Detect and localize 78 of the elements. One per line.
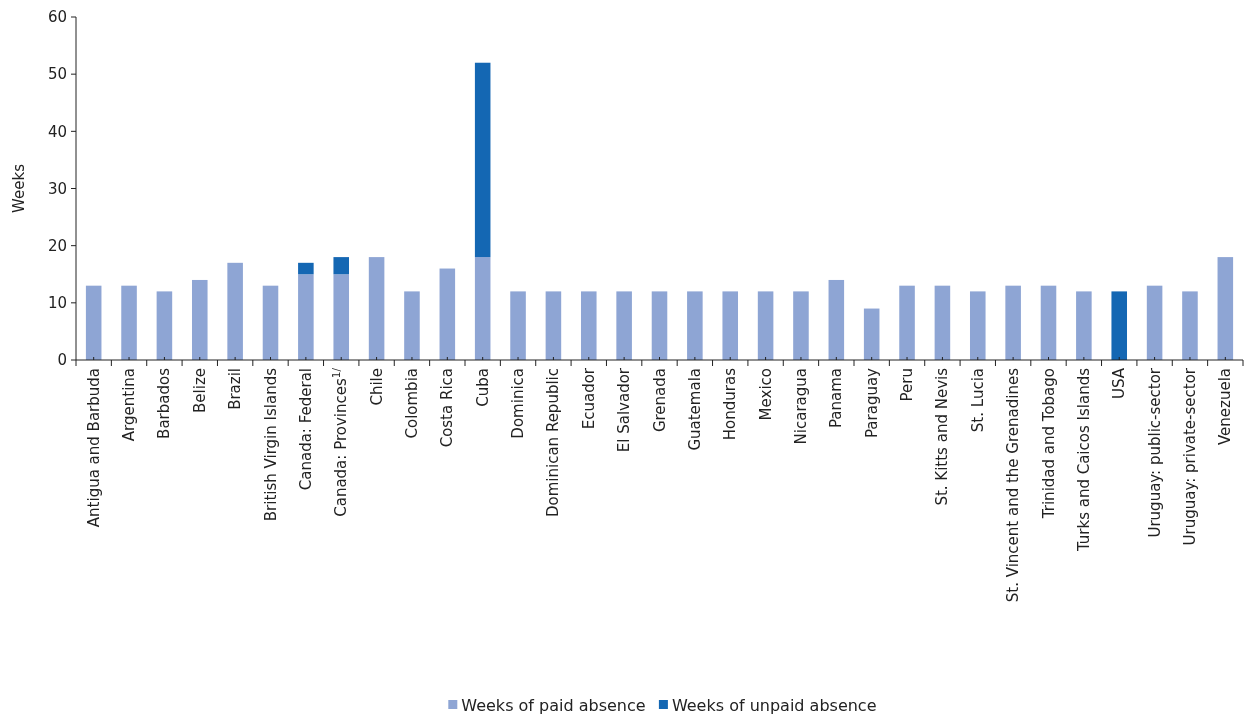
x-tick-label: Argentina (120, 368, 139, 442)
bar (227, 262, 243, 360)
x-tick-label: Uruguay: public-sector (1145, 367, 1164, 538)
x-tick-label: Grenada (650, 368, 669, 433)
bar (368, 257, 385, 360)
bar (298, 274, 314, 360)
y-tick-label: 0 (57, 351, 67, 370)
x-tick-label: Canada: Federal (296, 368, 315, 491)
y-tick-label: 60 (47, 8, 67, 27)
y-tick-label: 40 (47, 122, 67, 141)
bar (262, 285, 279, 360)
bar (1146, 285, 1163, 360)
x-tick-label: Chile (367, 368, 386, 406)
x-tick-label: St. Lucia (968, 368, 987, 433)
bar (1182, 291, 1198, 360)
x-tick-label: Brazil (226, 368, 245, 410)
bar (404, 291, 420, 360)
x-tick-label: Trinidad and Tobago (1039, 368, 1058, 520)
legend-label: Weeks of unpaid absence (671, 695, 877, 715)
legend-label: Weeks of paid absence (461, 695, 646, 715)
bar (474, 257, 491, 360)
bar (156, 291, 173, 360)
x-tick-label: Turks and Caicos Islands (1074, 367, 1093, 553)
x-tick-label: Dominican Republic (544, 368, 563, 518)
x-tick-label: Nicaragua (791, 368, 810, 445)
bar (333, 257, 350, 275)
bar (545, 291, 562, 360)
x-tick-label: Paraguay (862, 367, 881, 439)
x-tick-label: Panama (827, 368, 846, 429)
x-tick-label: Colombia (402, 368, 421, 439)
bar (687, 291, 703, 360)
y-tick-label: 10 (47, 294, 67, 313)
bar (1111, 291, 1128, 360)
bar (1040, 285, 1057, 360)
x-tick-label: Uruguay: private-sector (1180, 367, 1199, 546)
x-tick-label: Barbados (155, 367, 174, 439)
x-tick-label: Peru (898, 368, 917, 402)
bar (474, 62, 491, 258)
x-tick-label: Dominica (509, 368, 528, 439)
x-tick-label: Guatemala (685, 368, 704, 451)
bar (510, 291, 526, 360)
x-tick-label: Costa Rica (438, 368, 457, 448)
x-tick-label: Mexico (756, 368, 775, 421)
x-tick-label: Cuba (473, 368, 492, 407)
bar (863, 308, 880, 360)
x-tick-label: El Salvador (615, 367, 634, 453)
x-tick-label: St. Vincent and the Grenadines (1004, 367, 1023, 603)
bar (651, 291, 668, 360)
bar (969, 291, 986, 360)
x-tick-label: St. Kitts and Nevis (933, 367, 952, 506)
y-tick-label: 50 (47, 65, 67, 84)
bar (580, 291, 597, 360)
y-axis-title: Weeks (10, 163, 28, 213)
bar (934, 285, 951, 360)
x-tick-label: Honduras (721, 367, 740, 441)
bar (828, 279, 845, 360)
bar (793, 291, 809, 360)
bar (1076, 291, 1092, 360)
bar (85, 285, 102, 360)
bar (757, 291, 774, 360)
x-tick-label: British Virgin Islands (261, 367, 280, 522)
bar (439, 268, 456, 360)
x-tick-label: USA (1110, 367, 1129, 400)
x-tick-label: Antigua and Barbuda (84, 368, 103, 528)
x-tick-label: Belize (190, 368, 209, 413)
bar (121, 285, 137, 360)
bar (722, 291, 739, 360)
bar (298, 262, 314, 275)
bar (1217, 257, 1234, 360)
x-tick-label: Venezuela (1216, 368, 1235, 446)
bar (899, 285, 915, 360)
x-tick-label: Ecuador (579, 367, 598, 430)
bar (333, 274, 350, 360)
bar (191, 279, 208, 360)
y-tick-label: 20 (47, 236, 67, 255)
y-tick-label: 30 (47, 179, 67, 198)
bar (616, 291, 632, 360)
bar (1005, 285, 1021, 360)
